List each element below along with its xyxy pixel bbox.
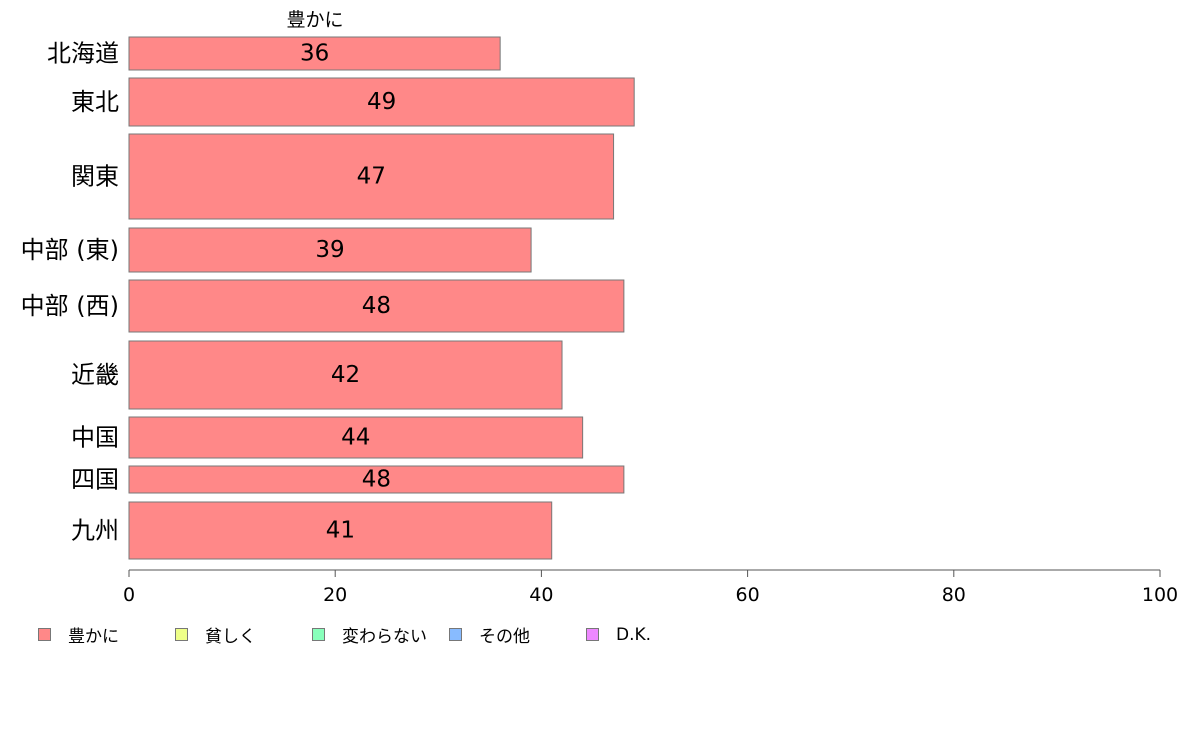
legend-item-0: 豊かに — [38, 622, 175, 647]
data-label-7: 48 — [362, 467, 391, 493]
series-title: 豊かに — [286, 9, 343, 31]
category-label-0: 北海道 — [47, 40, 119, 68]
legend-swatch-1 — [175, 628, 188, 641]
x-axis: 0 20 40 60 80 100 — [123, 569, 1178, 606]
legend-label-3: その他 — [479, 627, 530, 647]
category-label-4: 中部 (西) — [21, 292, 119, 320]
legend: 豊かに 貧しく 変わらない その他 D.K. — [38, 622, 723, 647]
data-label-0: 36 — [300, 41, 329, 67]
category-label-1: 東北 — [71, 88, 119, 116]
x-tick-label-3: 60 — [736, 584, 760, 606]
bar-5 — [128, 340, 563, 410]
legend-swatch-3 — [449, 628, 462, 641]
data-label-8: 41 — [326, 518, 355, 544]
bar-6 — [128, 416, 584, 459]
legend-item-1: 貧しく — [175, 622, 312, 647]
legend-label-4: D.K. — [616, 624, 652, 645]
bars-group: 36 北海道 49 東北 47 関東 39 中部 (東) 48 中部 (西) 42 近畿 44 中国 48 四… — [21, 36, 635, 560]
legend-label-2: 変わらない — [342, 627, 427, 647]
category-label-2: 関東 — [71, 163, 119, 191]
x-tick-label-0: 0 — [123, 584, 135, 606]
legend-item-3: その他 — [449, 622, 586, 647]
x-tick-label-5: 100 — [1142, 584, 1178, 606]
bar-8 — [128, 501, 553, 560]
legend-label-1: 貧しく — [205, 627, 256, 647]
bar-0 — [128, 36, 501, 71]
data-label-4: 48 — [362, 293, 391, 319]
legend-swatch-4 — [586, 628, 599, 641]
category-label-7: 四国 — [71, 466, 119, 494]
bar-1 — [128, 77, 635, 127]
category-label-8: 九州 — [71, 517, 119, 545]
legend-swatch-0 — [38, 628, 51, 641]
data-label-2: 47 — [357, 164, 386, 190]
data-label-3: 39 — [315, 237, 344, 263]
legend-label-0: 豊かに — [68, 627, 119, 647]
bar-3 — [128, 227, 532, 273]
data-label-5: 42 — [331, 362, 360, 388]
legend-swatch-2 — [312, 628, 325, 641]
x-tick-label-1: 20 — [323, 584, 347, 606]
bar-4 — [128, 279, 625, 333]
legend-item-4: D.K. — [586, 625, 723, 645]
data-label-6: 44 — [341, 425, 370, 451]
x-tick-label-2: 40 — [529, 584, 553, 606]
category-label-3: 中部 (東) — [21, 236, 119, 264]
bar-7 — [128, 465, 625, 494]
category-label-5: 近畿 — [71, 361, 119, 389]
bar-chart: 豊かに 36 北海道 49 東北 47 関東 39 中部 (東) 48 中部 (西) 42 近畿 44 中… — [21, 9, 1178, 606]
data-label-1: 49 — [367, 89, 396, 115]
x-tick-label-4: 80 — [942, 584, 966, 606]
bar-2 — [128, 133, 615, 220]
legend-item-2: 変わらない — [312, 622, 449, 647]
category-label-6: 中国 — [71, 424, 119, 452]
